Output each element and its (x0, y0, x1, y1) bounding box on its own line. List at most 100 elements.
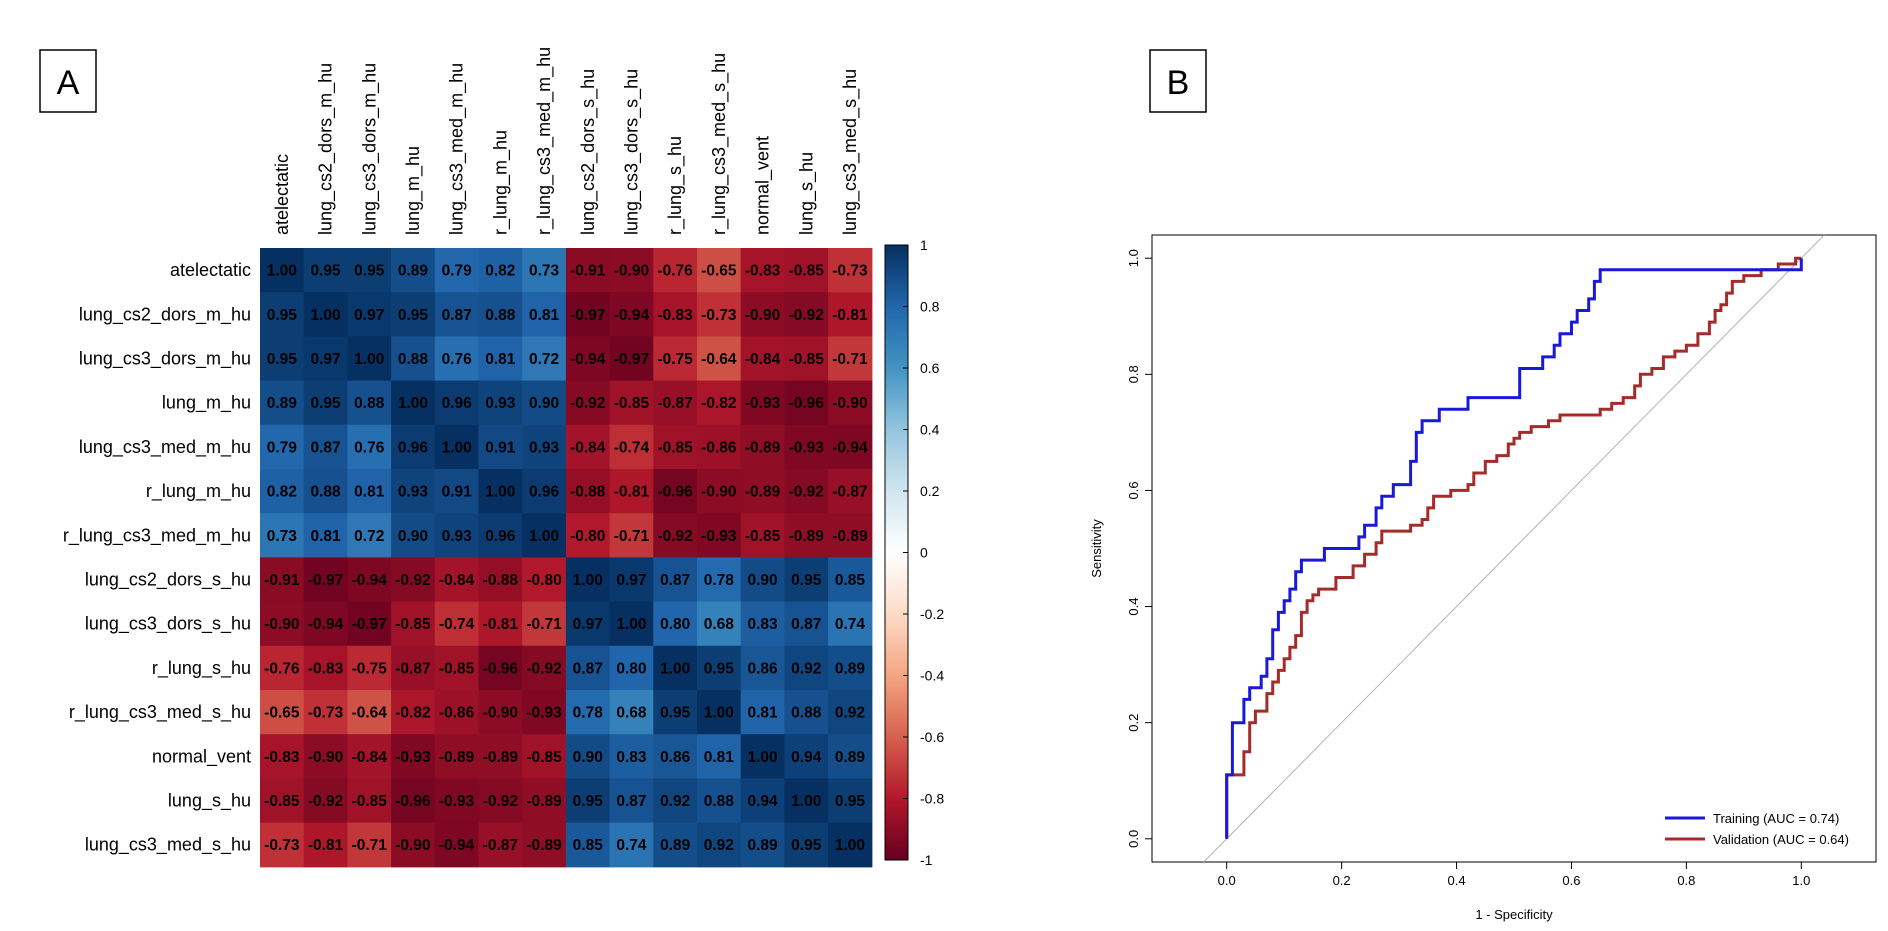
heatmap-cell-value: 0.86 (747, 660, 778, 677)
panel-b-label: B (1167, 64, 1190, 102)
colorbar-tick-label: -1 (920, 852, 933, 868)
heatmap-cell (740, 424, 785, 470)
heatmap-cell (828, 248, 873, 293)
heatmap-cell-value: -0.82 (701, 395, 736, 412)
heatmap-cell-value: 1.00 (660, 660, 690, 677)
heatmap-cell (653, 513, 698, 558)
heatmap-cell-value: 1.00 (573, 572, 603, 589)
heatmap-cell-value: 0.95 (573, 793, 604, 810)
heatmap-cell-value: -0.89 (439, 749, 475, 766)
roc-x-tick-label: 0.8 (1677, 873, 1695, 888)
heatmap-row-label: lung_cs3_dors_s_hu (85, 614, 251, 635)
heatmap-cell-value: -0.94 (352, 572, 388, 589)
heatmap-cell-value: -0.84 (352, 749, 388, 766)
heatmap-cell (303, 778, 348, 824)
heatmap-cell-value: 0.76 (354, 439, 385, 456)
heatmap-cell-value: -0.87 (483, 837, 518, 854)
heatmap-row-label: r_lung_cs3_med_s_hu (69, 702, 251, 723)
roc-plot-frame (1151, 234, 1877, 863)
roc-x-axis-label: 1 - Specificity (1475, 907, 1553, 922)
heatmap-cell (522, 778, 567, 824)
heatmap-cell-value: 0.97 (310, 351, 340, 368)
heatmap-cell-value: 0.86 (660, 749, 691, 766)
heatmap-row-label: lung_cs3_med_m_hu (79, 437, 251, 458)
heatmap-cell-value: -0.94 (570, 351, 606, 368)
heatmap-col-label: lung_cs3_med_s_hu (840, 69, 861, 235)
heatmap-cell-value: 0.79 (442, 263, 473, 280)
heatmap-cell-value: -0.96 (657, 484, 693, 501)
panel-a-label-box: A (39, 49, 97, 113)
heatmap-cell (653, 778, 698, 824)
heatmap-cell (740, 292, 785, 337)
heatmap-cell (609, 778, 654, 824)
colorbar-tick-label: -0.2 (920, 606, 944, 622)
heatmap-cell-value: 0.95 (398, 307, 429, 324)
roc-x-tick-label: 1.0 (1792, 873, 1810, 888)
heatmap-cell-value: -0.92 (526, 660, 561, 677)
heatmap-cell (609, 601, 654, 647)
heatmap-cell (391, 336, 436, 382)
panel-a-label-frame (39, 49, 97, 113)
heatmap-cell-value: 0.88 (791, 705, 822, 722)
heatmap-cell (434, 645, 480, 691)
heatmap-cell (391, 557, 436, 603)
heatmap-cell-value: -0.89 (745, 439, 781, 456)
heatmap-cell (391, 822, 436, 868)
colorbar-tick-label: -0.6 (920, 729, 944, 745)
heatmap-cell-value: 0.92 (660, 793, 690, 810)
heatmap-cell (784, 822, 829, 868)
heatmap-row-label: lung_cs2_dors_m_hu (79, 304, 251, 325)
heatmap-cell (609, 292, 654, 337)
heatmap-cell (565, 292, 611, 337)
heatmap-cell-value: -0.85 (264, 793, 300, 810)
colorbar-tick-label: 0.4 (920, 422, 940, 438)
heatmap-cell-value: 0.95 (354, 263, 385, 280)
heatmap-cell-value: 0.92 (835, 705, 865, 722)
heatmap-cell (653, 336, 698, 382)
heatmap-cell (347, 734, 392, 779)
heatmap-cell (303, 601, 348, 647)
heatmap-cell (697, 778, 742, 824)
heatmap-cell-value: -0.65 (264, 705, 300, 722)
heatmap-cell-value: -0.89 (526, 837, 562, 854)
heatmap-cell (347, 292, 392, 337)
heatmap-cell-value: 0.89 (398, 263, 429, 280)
heatmap-cell-value: -0.85 (614, 395, 650, 412)
heatmap-cell (260, 248, 305, 293)
roc-y-tick-label: 0.6 (1126, 481, 1141, 499)
heatmap-cell (565, 513, 611, 558)
heatmap-cell-value: 0.91 (442, 484, 473, 501)
heatmap-cell (828, 557, 873, 603)
heatmap-cell (565, 248, 611, 293)
heatmap-cell (740, 645, 785, 691)
heatmap-cell (565, 734, 611, 779)
heatmap-cell (303, 734, 348, 779)
heatmap-cell (565, 645, 611, 691)
heatmap-cell (522, 513, 567, 558)
heatmap-cell-value: 0.78 (704, 572, 735, 589)
heatmap-cell (391, 292, 436, 337)
heatmap-cell-value: 0.92 (704, 837, 734, 854)
heatmap-cell (434, 557, 480, 603)
heatmap-row-label: atelectatic (170, 260, 251, 280)
heatmap-cell (653, 645, 698, 691)
heatmap-cell (828, 336, 873, 382)
heatmap-cell (434, 248, 480, 293)
roc-x-tick-label: 0.6 (1562, 873, 1580, 888)
heatmap-cell-value: -0.92 (789, 307, 824, 324)
heatmap-cell-value: -0.92 (570, 395, 605, 412)
heatmap-cell (347, 248, 392, 293)
heatmap-cell (522, 380, 567, 426)
heatmap-cell (303, 513, 348, 558)
heatmap-cell-value: -0.97 (614, 351, 649, 368)
roc-y-axis-label: Sensitivity (1089, 519, 1104, 578)
heatmap-cell (740, 601, 785, 647)
heatmap-cell (260, 513, 305, 558)
heatmap-cell-value: -0.80 (570, 528, 605, 545)
heatmap-cell-value: -0.91 (570, 263, 606, 280)
heatmap-cell (478, 601, 523, 647)
heatmap-col-label: r_lung_s_hu (665, 136, 686, 235)
heatmap-cell (697, 469, 742, 514)
heatmap-cell (828, 822, 873, 868)
heatmap-cell-value: 0.97 (616, 572, 646, 589)
